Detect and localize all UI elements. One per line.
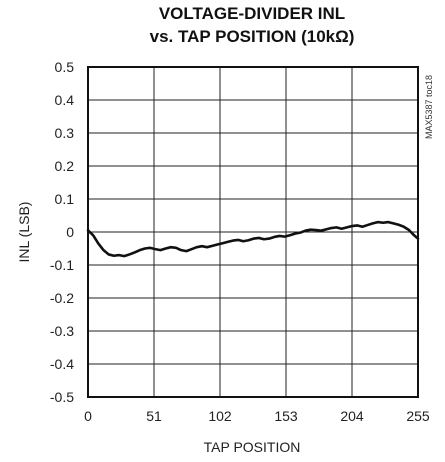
- plot-frame: [87, 66, 419, 398]
- y-tick-label: -0.1: [50, 257, 74, 273]
- y-tick-label: 0.5: [55, 59, 75, 75]
- x-tick-label: 0: [84, 408, 92, 424]
- y-axis-label: INL (LSB): [16, 202, 32, 263]
- x-tick-label: 153: [274, 408, 298, 424]
- grid-lines: [88, 67, 418, 397]
- y-tick-label: 0.1: [55, 191, 75, 207]
- series-line-0: [86, 220, 420, 258]
- y-tick-labels: 0.5 0.4 0.3 0.2 0.1 0 -0.1 -0.2 -0.3 -0.4 -0.5: [50, 59, 74, 405]
- y-tick-label: -0.2: [50, 290, 74, 306]
- x-tick-label: 51: [146, 408, 162, 424]
- x-axis-label: TAP POSITION: [204, 439, 301, 455]
- y-tick-label: -0.5: [50, 389, 74, 405]
- y-tick-label: 0.3: [55, 125, 75, 141]
- y-tick-label: 0: [66, 224, 74, 240]
- x-tick-labels: 0 51 102 153 204 255: [84, 408, 430, 424]
- y-tick-label: -0.4: [50, 356, 74, 372]
- x-tick-label: 255: [406, 408, 430, 424]
- x-tick-label: 204: [340, 408, 364, 424]
- chart-title: VOLTAGE-DIVIDER INL: [159, 4, 345, 23]
- series-group: [86, 220, 420, 258]
- side-reference-label: MAX5387 toc18: [424, 75, 434, 139]
- x-tick-label: 102: [208, 408, 232, 424]
- y-tick-label: -0.3: [50, 323, 74, 339]
- y-tick-label: 0.2: [55, 158, 75, 174]
- chart-subtitle: vs. TAP POSITION (10kΩ): [150, 27, 355, 46]
- y-tick-label: 0.4: [55, 92, 75, 108]
